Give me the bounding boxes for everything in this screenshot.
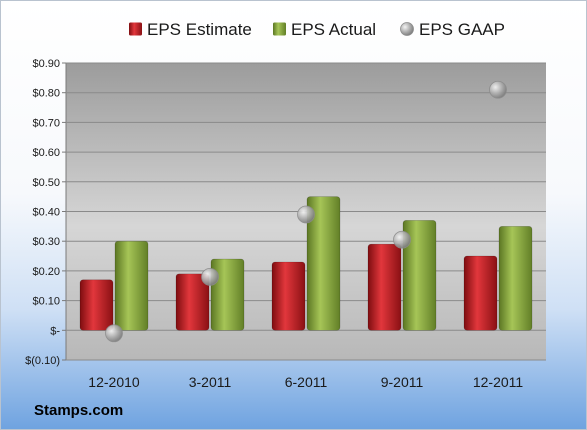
y-tick-label: $0.90 (32, 58, 60, 70)
gaap-points (105, 80, 507, 343)
point-eps-gaap-3-2011 (201, 267, 219, 286)
x-tick-label: 6-2011 (285, 374, 328, 390)
x-tick-label: 9-2011 (381, 374, 424, 390)
legend-swatch-eps-actual (273, 22, 286, 36)
bar-eps-estimate-3-2011 (175, 273, 210, 331)
y-tick-label: $0.50 (32, 177, 60, 189)
legend-label-eps-actual: EPS Actual (291, 20, 376, 39)
bar-eps-actual-12-2010 (114, 240, 149, 331)
legend-label-eps-estimate: EPS Estimate (147, 20, 252, 39)
y-tick-label: $- (50, 325, 60, 337)
y-tick-label: $0.40 (32, 207, 60, 219)
point-eps-gaap-12-2011 (489, 80, 507, 99)
y-axis: $0.90 $0.80 $0.70 $0.60 $0.50 $0.40 $0.30 $0.20… (25, 58, 60, 367)
x-tick-label: 3-2011 (189, 374, 232, 390)
point-eps-gaap-9-2011 (393, 230, 411, 249)
bar-eps-actual-12-2011 (498, 226, 533, 331)
bar-eps-actual-9-2011 (402, 220, 437, 331)
bar-eps-actual-3-2011 (210, 258, 245, 331)
legend-swatch-eps-gaap (400, 22, 414, 36)
x-tick-label: 12-2011 (473, 374, 524, 390)
legend-swatch-eps-estimate (129, 22, 142, 36)
bar-eps-estimate-12-2011 (463, 255, 498, 331)
y-tick-label: $0.10 (32, 296, 60, 308)
y-tick-label: $0.60 (32, 147, 60, 159)
point-eps-gaap-6-2011 (297, 205, 315, 224)
y-tick-label: $0.70 (32, 117, 60, 129)
bar-eps-estimate-9-2011 (367, 243, 402, 331)
point-eps-gaap-12-2010 (105, 324, 123, 343)
bar-series (79, 196, 533, 331)
y-tick-label: $0.20 (32, 266, 60, 278)
bar-eps-estimate-12-2010 (79, 279, 114, 331)
y-tick-label: $0.30 (32, 236, 60, 248)
legend-label-eps-gaap: EPS GAAP (419, 20, 505, 39)
x-axis: 12-2010 3-2011 6-2011 9-2011 12-2011 (88, 374, 523, 390)
bar-eps-actual-6-2011 (306, 196, 341, 331)
bar-eps-estimate-6-2011 (271, 261, 306, 331)
legend: EPS Estimate EPS Actual EPS GAAP (129, 20, 505, 39)
y-tick-label: $(0.10) (25, 355, 60, 367)
y-tick-label: $0.80 (32, 88, 60, 100)
x-tick-label: 12-2010 (88, 374, 140, 390)
brand-label: Stamps.com (34, 402, 124, 419)
